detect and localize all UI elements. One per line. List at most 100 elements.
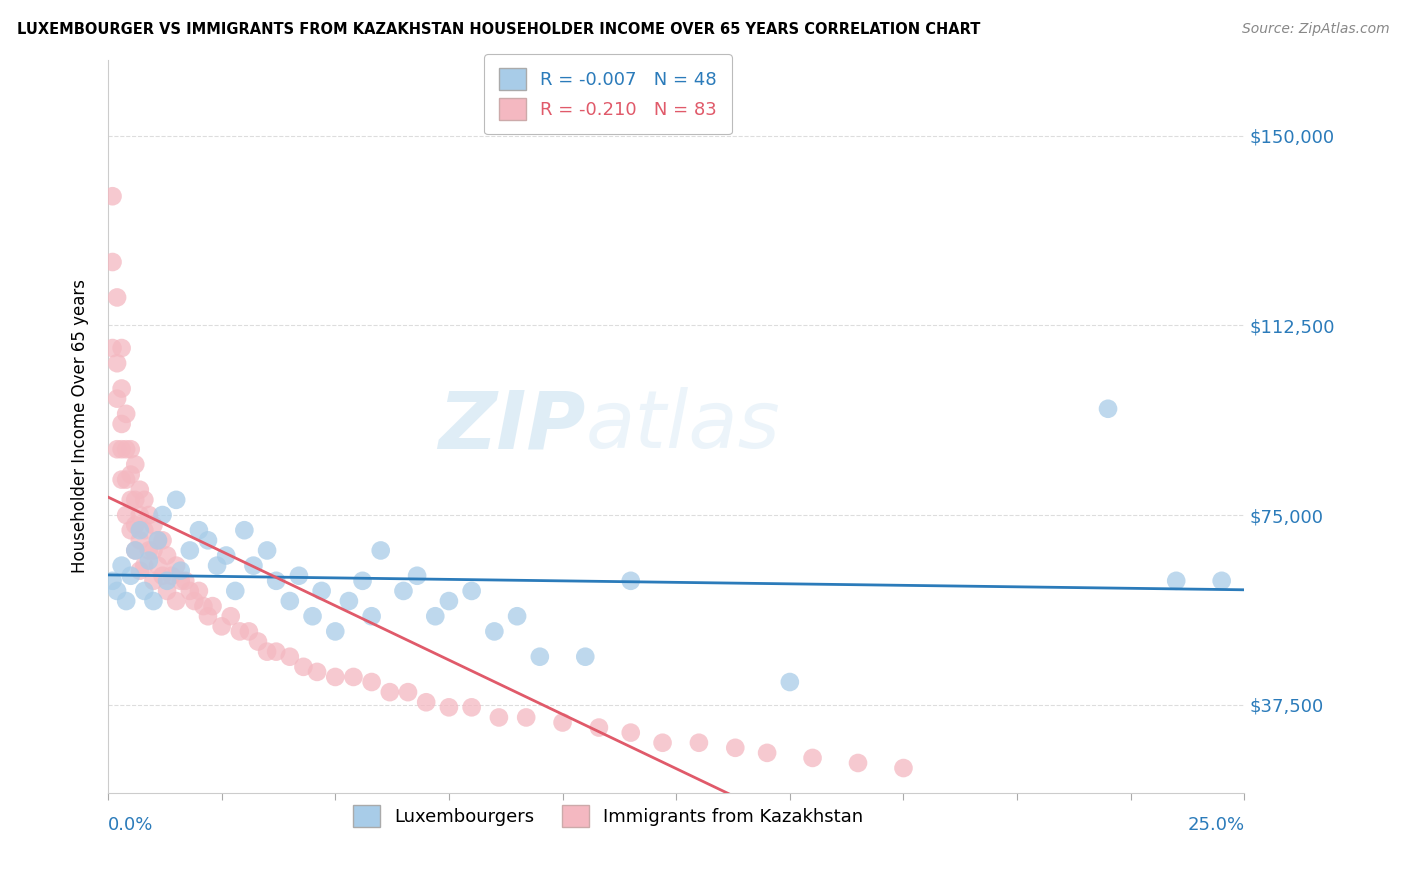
Point <box>233 523 256 537</box>
Point <box>396 685 419 699</box>
Point <box>229 624 252 639</box>
Point <box>278 594 301 608</box>
Point <box>174 574 197 588</box>
Point <box>101 189 124 203</box>
Point <box>288 568 311 582</box>
Point <box>134 523 156 537</box>
Point <box>146 533 169 548</box>
Point <box>170 574 193 588</box>
Point <box>215 549 238 563</box>
Point <box>724 740 747 755</box>
Point <box>219 609 242 624</box>
Point <box>506 609 529 624</box>
Point <box>105 442 128 457</box>
Point <box>105 392 128 406</box>
Text: LUXEMBOURGER VS IMMIGRANTS FROM KAZAKHSTAN HOUSEHOLDER INCOME OVER 65 YEARS CORR: LUXEMBOURGER VS IMMIGRANTS FROM KAZAKHST… <box>17 22 980 37</box>
Point <box>183 594 205 608</box>
Point <box>111 382 134 396</box>
Point <box>238 624 260 639</box>
Point <box>134 558 156 573</box>
Point <box>551 715 574 730</box>
Point <box>292 660 315 674</box>
Point <box>111 558 134 573</box>
Point <box>488 710 510 724</box>
Point <box>101 255 124 269</box>
Point <box>197 533 219 548</box>
Point <box>392 583 415 598</box>
Point <box>529 649 551 664</box>
Point <box>201 599 224 614</box>
Point <box>170 564 193 578</box>
Point <box>342 670 364 684</box>
Point <box>115 442 138 457</box>
Point <box>128 523 150 537</box>
Point <box>242 558 264 573</box>
Point <box>574 649 596 664</box>
Point <box>128 508 150 522</box>
Point <box>205 558 228 573</box>
Point <box>360 675 382 690</box>
Point <box>620 725 643 739</box>
Point <box>160 568 183 582</box>
Point <box>101 574 124 588</box>
Point <box>142 594 165 608</box>
Point <box>425 609 447 624</box>
Point <box>179 543 201 558</box>
Point <box>146 533 169 548</box>
Point <box>101 341 124 355</box>
Point <box>620 574 643 588</box>
Legend: Luxembourgers, Immigrants from Kazakhstan: Luxembourgers, Immigrants from Kazakhsta… <box>344 796 872 836</box>
Point <box>1097 401 1119 416</box>
Point <box>120 442 142 457</box>
Point <box>264 574 287 588</box>
Text: ZIP: ZIP <box>437 387 585 466</box>
Point <box>415 695 437 709</box>
Point <box>323 670 346 684</box>
Point <box>651 736 673 750</box>
Text: 0.0%: 0.0% <box>108 815 153 834</box>
Point <box>360 609 382 624</box>
Point <box>111 442 134 457</box>
Point <box>105 356 128 370</box>
Point <box>111 417 134 431</box>
Point <box>124 518 146 533</box>
Point <box>120 568 142 582</box>
Point <box>801 751 824 765</box>
Point <box>138 543 160 558</box>
Point <box>187 583 209 598</box>
Point <box>115 594 138 608</box>
Point <box>179 583 201 598</box>
Point <box>323 624 346 639</box>
Point <box>193 599 215 614</box>
Text: 25.0%: 25.0% <box>1187 815 1244 834</box>
Point <box>893 761 915 775</box>
Point <box>779 675 801 690</box>
Point <box>156 583 179 598</box>
Point <box>165 492 187 507</box>
Point <box>246 634 269 648</box>
Point <box>187 523 209 537</box>
Y-axis label: Householder Income Over 65 years: Householder Income Over 65 years <box>72 279 89 574</box>
Point <box>211 619 233 633</box>
Point <box>256 543 278 558</box>
Point <box>134 583 156 598</box>
Point <box>437 594 460 608</box>
Point <box>311 583 333 598</box>
Point <box>115 473 138 487</box>
Point <box>460 700 482 714</box>
Point <box>256 645 278 659</box>
Point <box>370 543 392 558</box>
Point <box>138 508 160 522</box>
Point <box>142 518 165 533</box>
Point <box>105 290 128 304</box>
Point <box>264 645 287 659</box>
Point <box>142 543 165 558</box>
Point <box>846 756 869 770</box>
Point <box>105 583 128 598</box>
Point <box>124 543 146 558</box>
Point <box>120 467 142 482</box>
Point <box>197 609 219 624</box>
Point <box>588 721 610 735</box>
Point <box>146 558 169 573</box>
Point <box>515 710 537 724</box>
